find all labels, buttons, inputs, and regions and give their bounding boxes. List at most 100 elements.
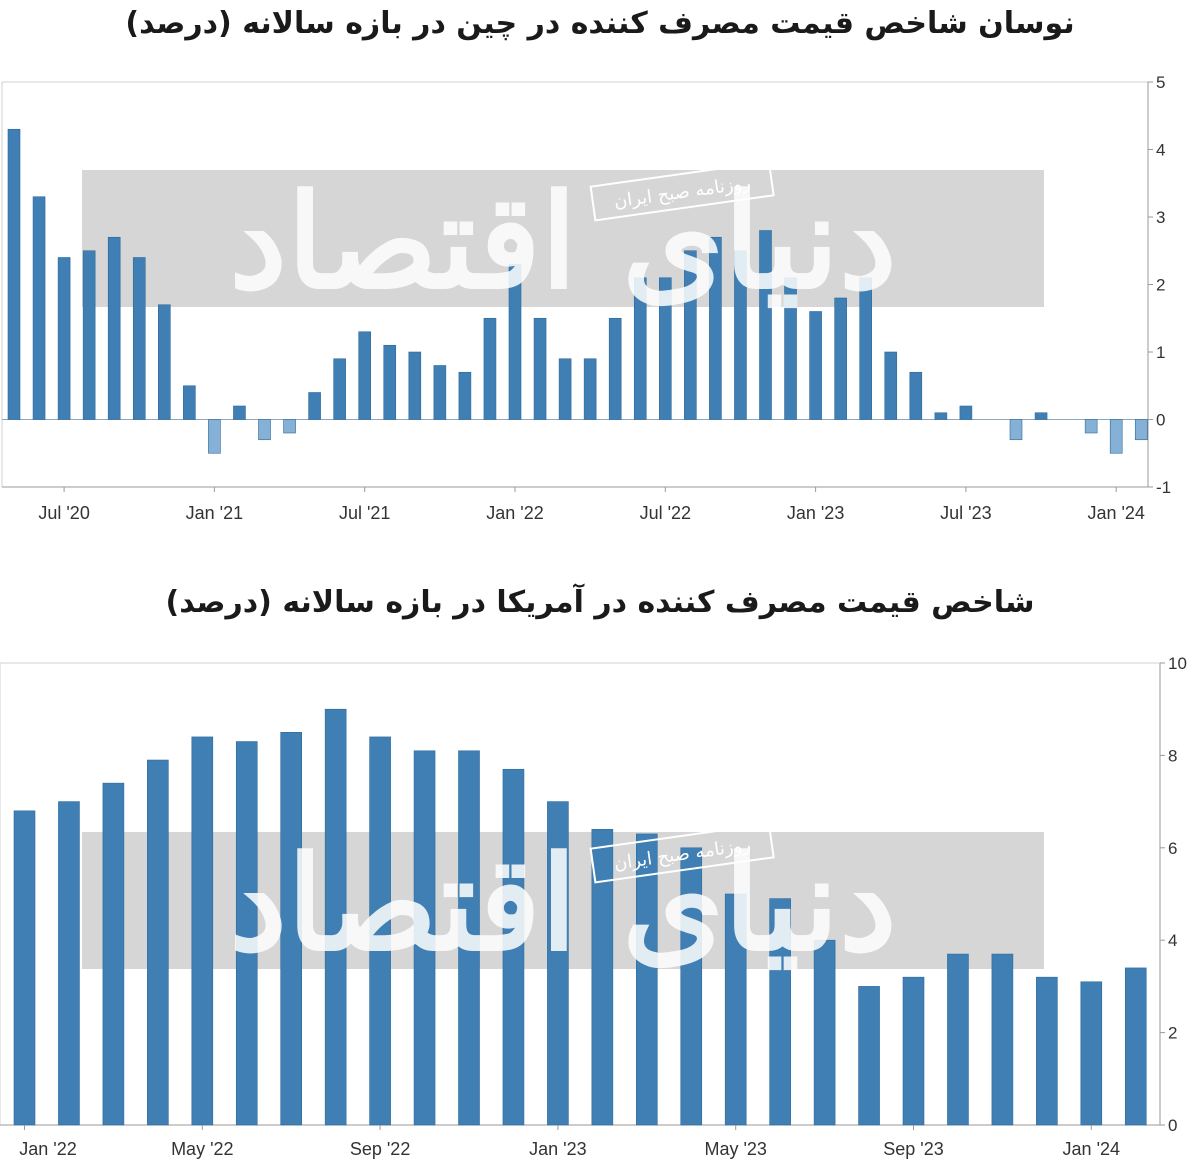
y-tick-label: 8	[1168, 746, 1177, 765]
x-tick-label: Sep '22	[350, 1139, 411, 1159]
bar	[13, 810, 36, 1126]
bar	[132, 257, 146, 420]
y-tick-label: 4	[1156, 141, 1165, 160]
bar	[82, 250, 96, 420]
bar	[58, 801, 80, 1126]
x-tick-label: May '23	[704, 1139, 766, 1159]
y-tick-label: 2	[1168, 1024, 1177, 1043]
bar	[408, 351, 422, 420]
bar	[591, 829, 614, 1126]
bar	[508, 263, 522, 420]
bar	[633, 277, 647, 420]
bar	[191, 736, 214, 1126]
bar	[635, 833, 658, 1126]
bar	[502, 768, 525, 1126]
bar	[680, 847, 703, 1126]
bar	[734, 250, 747, 420]
bar	[769, 898, 791, 1126]
x-tick-label: Jul '23	[940, 503, 991, 523]
x-tick-label: Jan '23	[529, 1139, 586, 1159]
y-tick-label: 0	[1168, 1116, 1177, 1135]
bar	[7, 128, 21, 420]
x-tick-label: Jul '20	[38, 503, 89, 523]
bar	[483, 317, 497, 420]
bar	[324, 708, 347, 1126]
bar	[102, 782, 125, 1126]
y-tick-label: 1	[1156, 343, 1165, 362]
bar	[208, 419, 221, 454]
bar	[658, 277, 672, 420]
x-tick-label: Jan '22	[486, 503, 543, 523]
bar	[991, 953, 1014, 1126]
bar	[235, 741, 258, 1126]
bar	[1036, 976, 1058, 1126]
bar	[57, 257, 71, 420]
bar	[884, 351, 898, 420]
bar	[1084, 419, 1098, 434]
x-tick-label: Jan '24	[1087, 503, 1144, 523]
watermark-logo: دنیای اقتصاد	[229, 165, 897, 318]
bar	[433, 365, 447, 420]
x-tick-label: Jul '22	[640, 503, 691, 523]
bar	[1080, 981, 1103, 1126]
bar	[413, 750, 436, 1126]
bar	[32, 196, 46, 420]
y-tick-label: 0	[1156, 411, 1165, 430]
bar	[583, 358, 597, 420]
bar	[147, 759, 169, 1126]
bar	[358, 331, 372, 420]
x-tick-label: Jan '24	[1063, 1139, 1120, 1159]
bar	[158, 304, 171, 420]
bar	[283, 419, 296, 434]
bar	[1009, 419, 1023, 441]
x-tick-label: May '22	[171, 1139, 233, 1159]
x-tick-label: Jan '23	[787, 503, 844, 523]
x-tick-label: Sep '23	[883, 1139, 944, 1159]
bar	[759, 230, 772, 420]
us-chart-title: شاخص قیمت مصرف کننده در آمریکا در بازه س…	[165, 585, 1035, 620]
y-tick-label: 5	[1156, 73, 1165, 92]
bar	[834, 297, 847, 420]
y-tick-label: -1	[1156, 478, 1171, 497]
bar	[1134, 419, 1148, 441]
bar	[233, 405, 246, 420]
x-tick-label: Jan '21	[186, 503, 243, 523]
bar	[558, 358, 572, 420]
y-tick-label: 10	[1168, 654, 1187, 673]
y-tick-label: 3	[1156, 208, 1165, 227]
x-tick-label: Jul '21	[339, 503, 390, 523]
bar	[1034, 412, 1048, 420]
bar	[533, 317, 547, 420]
bar	[909, 371, 923, 420]
bar	[383, 344, 397, 420]
china-cpi-chart: نوسان شاخص قیمت مصرف کننده در چین در باز…	[0, 0, 1200, 540]
bar	[258, 419, 271, 441]
bar	[333, 358, 346, 420]
bar	[858, 986, 880, 1126]
watermark-band	[82, 170, 1044, 307]
bar	[809, 311, 822, 420]
us-cpi-chart: شاخص قیمت مصرف کننده در آمریکا در بازه س…	[0, 575, 1200, 1161]
bar	[784, 277, 797, 420]
bar	[947, 953, 969, 1126]
y-tick-label: 4	[1168, 931, 1177, 950]
china-chart-title: نوسان شاخص قیمت مصرف کننده در چین در باز…	[125, 6, 1075, 41]
bar	[684, 250, 697, 420]
bar	[1109, 419, 1123, 454]
bar	[280, 732, 303, 1126]
bar	[709, 236, 722, 420]
bar	[934, 412, 948, 420]
bar	[902, 976, 925, 1126]
bar	[608, 317, 622, 420]
bar	[183, 385, 196, 420]
bar	[458, 371, 472, 420]
bar	[1124, 967, 1147, 1126]
y-tick-label: 2	[1156, 276, 1165, 295]
y-tick-label: 6	[1168, 839, 1177, 858]
bar	[959, 405, 973, 420]
bar	[458, 750, 480, 1126]
watermark-logo: دنیای اقتصاد	[229, 827, 897, 980]
bar	[107, 236, 121, 420]
